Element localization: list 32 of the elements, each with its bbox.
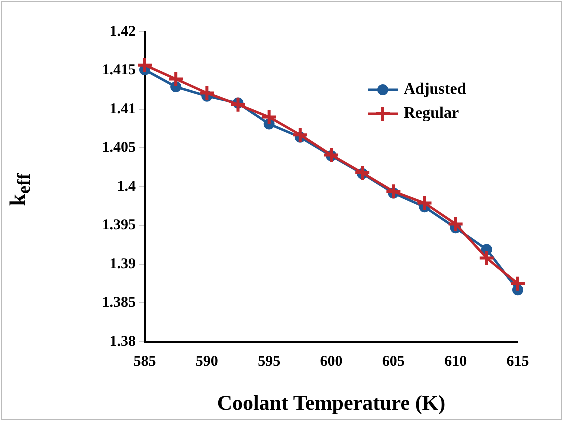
y-tick-label: 1.42: [110, 24, 136, 40]
y-tick-label: 1.415: [102, 62, 136, 79]
point: [416, 194, 434, 212]
point: [478, 250, 496, 267]
point: [198, 84, 216, 102]
point: [292, 126, 309, 144]
point: [447, 216, 464, 233]
point: [136, 56, 154, 74]
x-tick-label: 605: [382, 354, 405, 370]
point: [168, 70, 185, 88]
point: [510, 275, 526, 292]
x-tick-label: 610: [444, 354, 468, 370]
y-tick-label: 1.395: [102, 218, 136, 234]
y-tick-label: 1.4: [117, 178, 136, 195]
point: [260, 108, 278, 126]
x-tick-label: 600: [320, 354, 343, 370]
point: [354, 164, 372, 182]
y-tick-label: 1.39: [110, 256, 136, 272]
y-tick-label: 1.385: [102, 295, 136, 312]
x-axis-title: Coolant Temperature (K): [217, 390, 446, 415]
point: [323, 146, 340, 164]
y-tick-label: 1.41: [110, 101, 136, 118]
x-tick-label: 615: [506, 354, 530, 370]
x-tick-label: 595: [258, 354, 281, 370]
point: [230, 96, 247, 114]
point: [385, 183, 402, 200]
x-tick-label: 585: [134, 354, 156, 370]
y-tick-label: 1.38: [110, 334, 136, 350]
y-tick-label: 1.405: [102, 140, 136, 156]
legend-label: Regular: [404, 105, 460, 122]
x-tick-label: 590: [196, 354, 218, 370]
legend-label: Adjusted: [404, 81, 466, 98]
